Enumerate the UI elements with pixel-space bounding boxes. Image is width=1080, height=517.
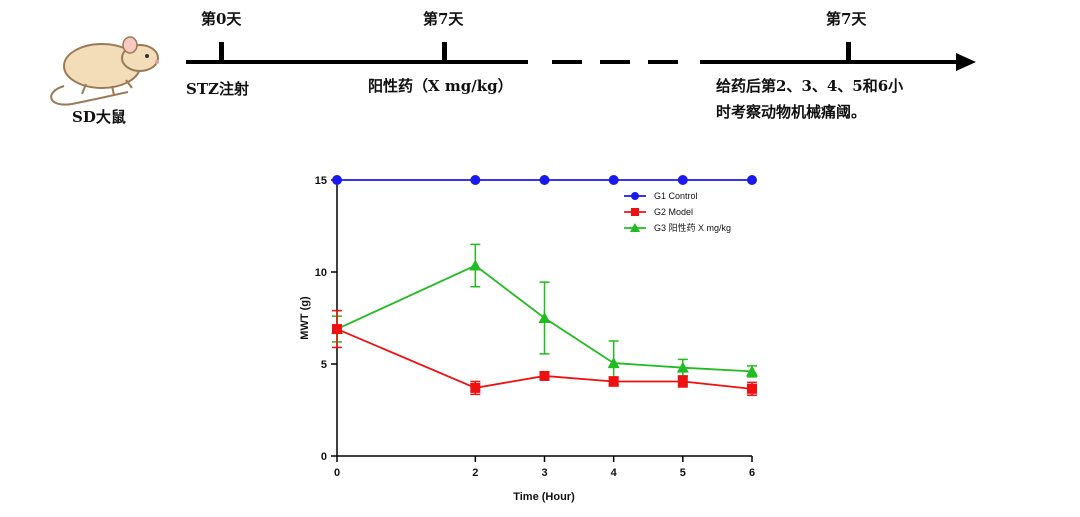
legend-label: G1 Control <box>654 191 698 201</box>
x-tick-label: 5 <box>680 467 686 479</box>
x-tick-label: 2 <box>472 467 478 479</box>
tick-day7-b <box>846 42 851 62</box>
data-point <box>332 324 342 335</box>
series-1 <box>332 175 757 185</box>
y-tick-label: 15 <box>315 175 327 187</box>
x-tick-label: 3 <box>541 467 547 479</box>
stz-label: STZ注射 <box>186 80 249 98</box>
day0-label: 第0天 <box>201 10 242 28</box>
data-point <box>538 312 551 323</box>
series-2 <box>332 309 757 397</box>
series-3 <box>331 243 758 386</box>
y-tick-label: 0 <box>321 451 327 463</box>
legend-label: G3 阳性药 X mg/kg <box>654 222 731 233</box>
animal-label: SD大鼠 <box>72 108 126 126</box>
data-point <box>539 175 550 185</box>
data-point <box>539 370 550 381</box>
data-point <box>470 175 481 185</box>
legend-label: G2 Model <box>654 207 693 217</box>
chart-legend: G1 Control G2 Model G3 阳性药 X mg/kg <box>624 191 731 233</box>
data-point <box>677 376 688 387</box>
mwt-line-chart: 0 5 10 15 0 2 3 4 5 6 G1 Control G2 Model G3 阳性药 X … <box>299 175 758 503</box>
x-tick-label: 6 <box>749 467 755 479</box>
y-tick-label: 10 <box>315 267 327 279</box>
day7-label-2: 第7天 <box>826 10 867 28</box>
legend-marker <box>631 192 639 200</box>
drug-label: 阳性药（X mg/kg） <box>368 77 513 95</box>
data-point <box>746 365 758 377</box>
observe-line-2: 时考察动物机械痛阈。 <box>716 103 866 121</box>
data-point <box>332 175 342 185</box>
data-point <box>747 383 757 394</box>
legend-marker <box>630 223 640 232</box>
series-layer <box>331 175 758 397</box>
observe-line-1: 给药后第2、3、4、5和6小 <box>716 77 903 95</box>
tick-day7-a <box>442 42 447 62</box>
data-point <box>469 259 482 271</box>
data-point <box>608 376 619 387</box>
rat-icon <box>50 36 159 106</box>
timeline-arrowhead <box>956 53 976 71</box>
data-point <box>470 382 481 393</box>
data-point <box>607 357 620 369</box>
day7-label-1: 第7天 <box>423 10 464 28</box>
data-point <box>677 175 688 185</box>
data-point <box>608 175 619 185</box>
series-line <box>336 328 753 390</box>
series-line <box>336 264 753 373</box>
x-axis-label: Time (Hour) <box>513 491 575 503</box>
data-point <box>747 175 757 185</box>
x-tick-label: 4 <box>611 467 618 479</box>
tick-day0 <box>219 42 224 62</box>
y-axis-label: MWT (g) <box>299 296 311 340</box>
data-point <box>676 361 689 373</box>
y-tick-label: 5 <box>321 359 327 371</box>
timeline: SD大鼠 第0天 第7天 第7天 STZ注射 阳性药（X mg/kg） 给药后第… <box>50 10 976 126</box>
x-tick-label: 0 <box>334 467 340 479</box>
axis-ticks: 0 5 10 15 0 2 3 4 5 6 <box>315 175 755 479</box>
legend-marker <box>631 208 639 216</box>
